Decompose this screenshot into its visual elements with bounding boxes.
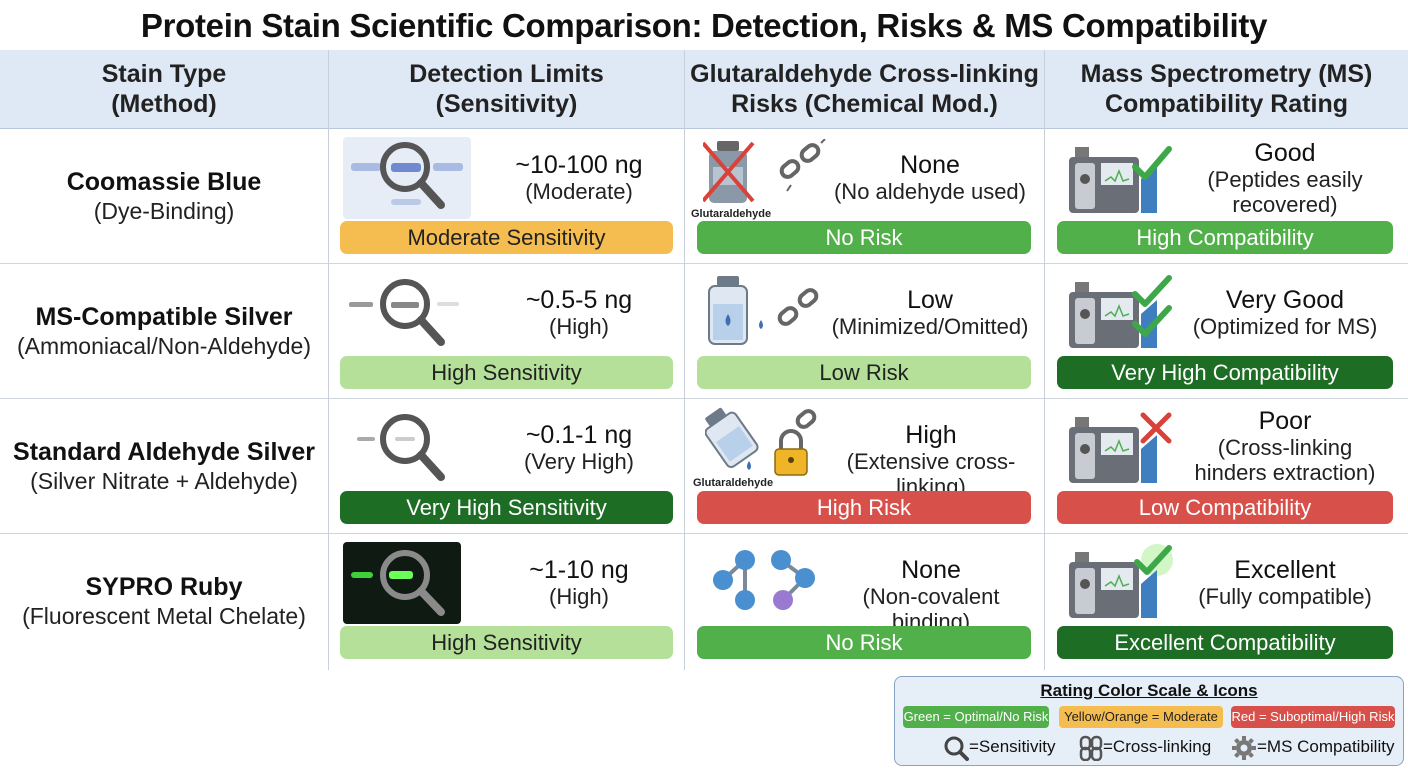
crossed-bottle-chain-icon (703, 139, 826, 203)
header-stain-type: Stain Type (Method) (101, 60, 227, 118)
detection-cell: ~1-10 ng (High) High Sensitivity (329, 534, 684, 668)
mass-spectrometer-icon (1069, 275, 1172, 348)
gel-magnifier-icon (349, 279, 459, 346)
mass-spectrometer-icon (1069, 544, 1173, 618)
stain-cell: Standard Aldehyde Silver (Silver Nitrate… (13, 438, 315, 494)
compatibility-badge: Excellent Compatibility (1057, 626, 1393, 659)
mass-spectrometer-icon (1069, 412, 1172, 483)
header-ms-compatibility: Mass Spectrometry (MS) Compatibility Rati… (1080, 60, 1373, 118)
page-title: Protein Stain Scientific Comparison: Det… (140, 7, 1268, 44)
stain-cell: SYPRO Ruby (Fluorescent Metal Chelate) (22, 573, 306, 629)
table-row: SYPRO Ruby (Fluorescent Metal Chelate) ~… (0, 534, 1408, 668)
legend-chip-orange: Yellow/Orange = Moderate (1059, 706, 1223, 728)
compatibility-badge: Very High Compatibility (1057, 356, 1393, 389)
header-crosslinking-risks: Glutaraldehyde Cross-linking Risks (Chemi… (690, 60, 1039, 118)
detection-cell: ~0.5-5 ng (High) High Sensitivity (329, 264, 684, 398)
legend-chip-green: Green = Optimal/No Risk (903, 706, 1049, 728)
risk-badge: No Risk (697, 221, 1031, 254)
column-divider (328, 50, 329, 670)
legend-chip-red: Red = Suboptimal/High Risk (1231, 706, 1395, 728)
legend-box: Rating Color Scale & Icons Green = Optim… (894, 676, 1404, 766)
table-row: MS-Compatible Silver (Ammoniacal/Non-Ald… (0, 264, 1408, 399)
comparison-table: Stain Type (Method) Detection Limits (Sens… (0, 50, 1408, 670)
sensitivity-badge: High Sensitivity (340, 626, 673, 659)
fluorescent-gel-magnifier-icon (343, 542, 461, 624)
column-divider (684, 50, 685, 670)
ms-cell: Very Good (Optimized for MS) Very High C… (1045, 264, 1408, 398)
gel-magnifier-icon (343, 137, 471, 219)
sensitivity-badge: Moderate Sensitivity (340, 221, 673, 254)
table-row: Standard Aldehyde Silver (Silver Nitrate… (0, 399, 1408, 534)
stain-cell: Coomassie Blue (Dye-Binding) (66, 168, 262, 224)
header-detection-limits: Detection Limits (Sensitivity) (409, 60, 604, 118)
sensitivity-badge: Very High Sensitivity (340, 491, 673, 524)
legend-title: Rating Color Scale & Icons (1040, 681, 1258, 700)
table-header: Stain Type (Method) Detection Limits (Sens… (0, 50, 1408, 129)
magnifier-icon (944, 736, 969, 761)
risk-badge: High Risk (697, 491, 1031, 524)
compatibility-badge: Low Compatibility (1057, 491, 1393, 524)
risk-cell: None (Non-covalent binding) No Risk (685, 534, 1044, 668)
risk-badge: Low Risk (697, 356, 1031, 389)
ms-cell: Poor (Cross-linking hinders extraction) … (1045, 399, 1408, 533)
detection-cell: ~0.1-1 ng (Very High) Very High Sensitiv… (329, 399, 684, 533)
legend-item-sensitivity: =Sensitivity (943, 733, 1055, 761)
ms-cell: Excellent (Fully compatible) Excellent C… (1045, 534, 1408, 668)
sensitivity-badge: High Sensitivity (340, 356, 673, 389)
gel-magnifier-icon (357, 414, 445, 481)
risk-badge: No Risk (697, 626, 1031, 659)
column-divider (1044, 50, 1045, 670)
table-row: Coomassie Blue (Dye-Binding) ~10-100 ng … (0, 129, 1408, 264)
risk-cell: Glutaraldehyde None (No aldehyde used) N… (685, 129, 1044, 263)
legend-item-ms: =MS Compatibility (1231, 733, 1394, 761)
risk-cell: Low (Minimized/Omitted) Low Risk (685, 264, 1044, 398)
risk-cell: Glutaraldehyde High (Extensive cross-lin… (685, 399, 1044, 533)
gear-icon (1232, 735, 1256, 760)
molecule-icon (713, 550, 815, 610)
bottle-chain-icon (708, 276, 819, 345)
bottle-lock-icon (705, 407, 817, 476)
mass-spectrometer-icon (1069, 146, 1172, 213)
compatibility-badge: High Compatibility (1057, 221, 1393, 254)
ms-cell: Good (Peptides easily recovered) High Co… (1045, 129, 1408, 263)
detection-cell: ~10-100 ng (Moderate) Moderate Sensitivi… (329, 129, 684, 263)
legend-item-crosslinking: =Cross-linking (1079, 733, 1211, 761)
stain-cell: MS-Compatible Silver (Ammoniacal/Non-Ald… (16, 303, 311, 359)
chain-icon (1079, 735, 1103, 761)
